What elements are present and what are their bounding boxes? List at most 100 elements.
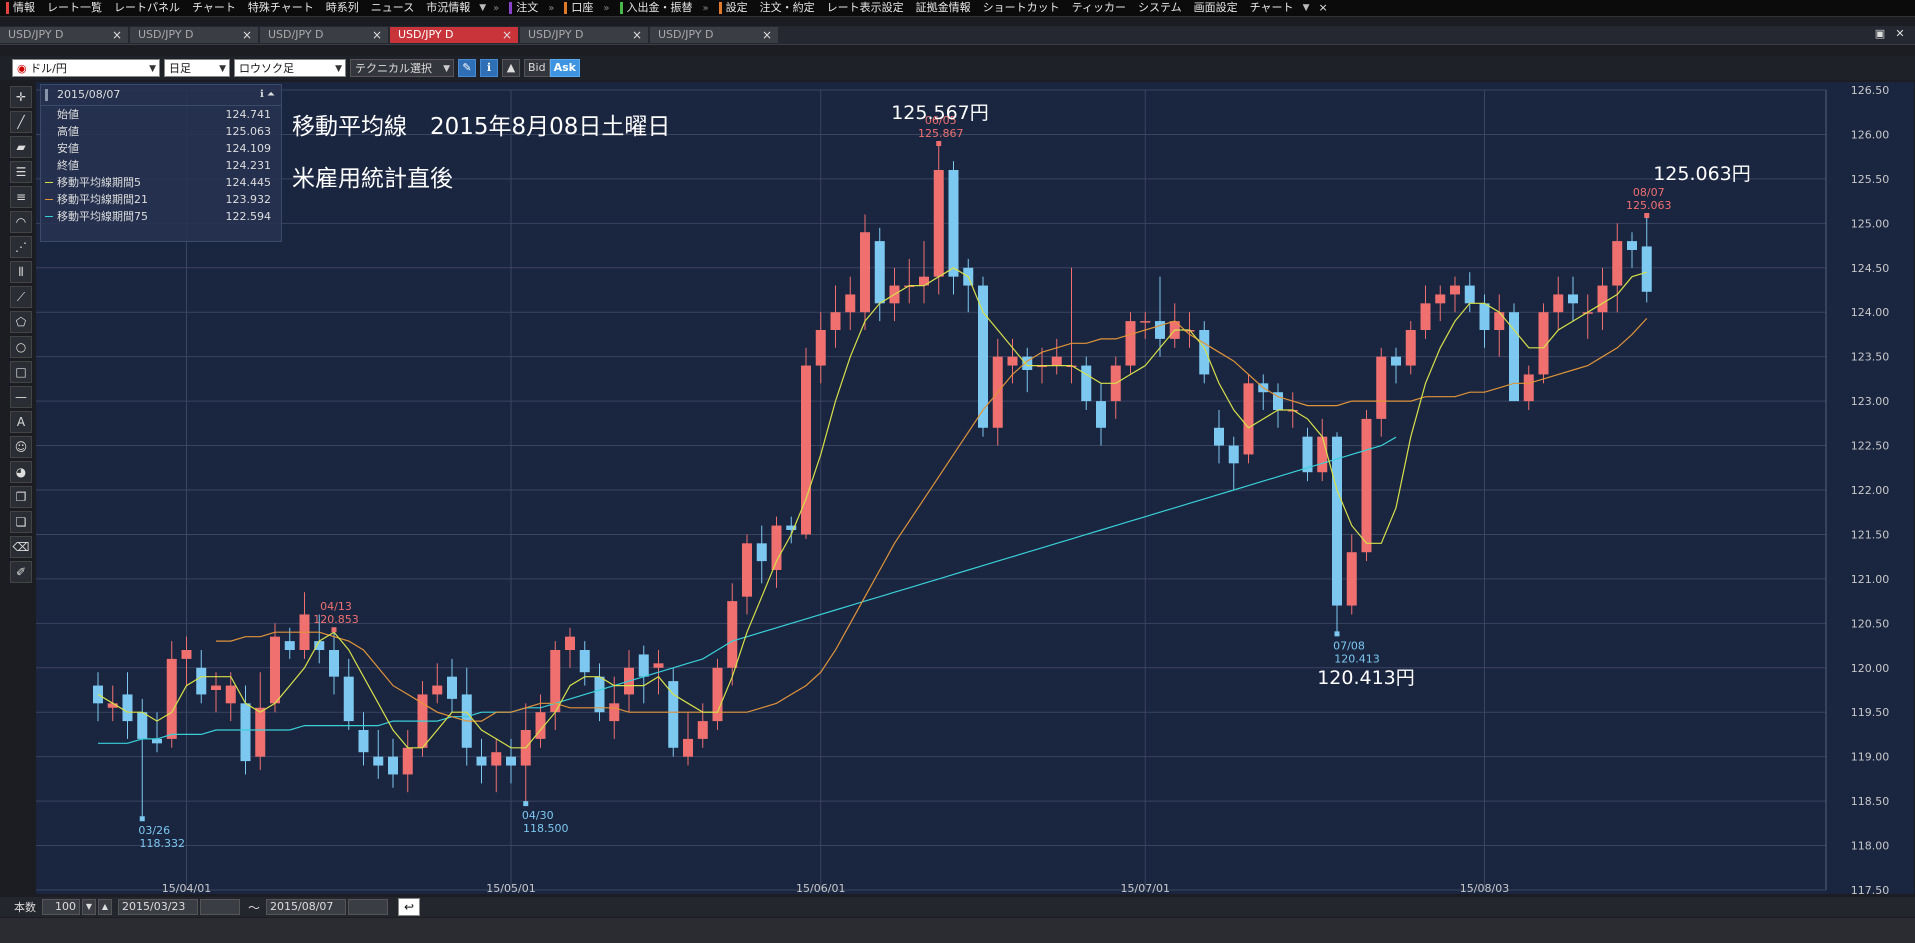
candle-body[interactable] [1051,356,1062,366]
candle-body[interactable] [786,525,797,530]
candle-body[interactable] [1287,410,1298,412]
info-icon[interactable]: ℹ [260,89,264,100]
candle-body[interactable] [343,676,354,722]
candle-body[interactable] [1612,241,1623,286]
menu-item[interactable]: レート一覧 [41,0,108,16]
overflow-icon[interactable]: » [493,2,500,14]
candle-body[interactable] [1464,285,1475,304]
overflow-icon[interactable]: » [603,2,610,14]
candle-body[interactable] [1361,418,1372,553]
candle-body[interactable] [594,676,605,713]
candle-body[interactable] [1199,330,1210,375]
info-panel-buttons[interactable]: ℹ ⏶ [260,85,275,105]
candle-body[interactable] [225,685,236,704]
menu-item[interactable]: システム [1132,0,1188,16]
from-time-input[interactable] [200,899,240,915]
layers-tool[interactable]: ❏ [10,511,32,533]
from-date-input[interactable]: 2015/03/23 [118,899,198,915]
menu-item[interactable]: 時系列 [320,0,365,16]
candle-body[interactable] [447,676,457,699]
candle-body[interactable] [948,170,959,277]
candle-body[interactable] [1376,356,1387,419]
apply-range-button[interactable]: ↩ [398,898,421,916]
candle-body[interactable] [432,685,443,695]
candle-body[interactable] [1022,356,1033,370]
menu-item[interactable]: 証拠金情報 [910,0,977,16]
emoji-tool[interactable]: ☺ [10,436,32,458]
overflow-icon[interactable]: » [702,2,709,14]
candle-body[interactable] [1450,285,1460,295]
pentagon-tool[interactable]: ⬠ [10,311,32,333]
candle-body[interactable] [978,285,988,428]
candle-body[interactable] [1391,356,1401,366]
menu-item[interactable]: ニュース [365,0,420,16]
bid-button[interactable]: Bid [524,59,550,77]
bar-count-input[interactable]: 100 [42,899,80,915]
increase-count-button[interactable]: ▲ [98,899,112,915]
crosshair-tool[interactable]: ✛ [10,86,32,108]
menu-item[interactable]: 入出金・振替 [614,0,699,16]
candle-body[interactable] [506,756,516,766]
candle-body[interactable] [1509,312,1519,402]
close-tab-icon[interactable]: × [631,28,642,42]
candle-body[interactable] [579,650,590,673]
candle-body[interactable] [181,650,192,659]
restore-icon[interactable]: ▣ [1874,27,1886,40]
close-tab-icon[interactable]: × [371,28,382,42]
candle-body[interactable] [1538,312,1549,375]
candle-body[interactable] [1007,356,1018,366]
candle-body[interactable] [1140,321,1151,323]
candle-body[interactable] [1435,294,1446,304]
candle-body[interactable] [1553,294,1564,313]
chart-tab[interactable]: USD/JPY D × [0,27,128,43]
close-icon[interactable]: ✕ [1895,27,1905,40]
draw-pen-button[interactable]: ✎ [458,59,476,77]
candle-body[interactable] [166,658,177,739]
candle-body[interactable] [358,730,369,753]
candle-body[interactable] [122,694,133,722]
candle-body[interactable] [638,654,649,677]
candle-body[interactable] [830,312,841,330]
candle-body[interactable] [314,641,325,650]
candle-body[interactable] [801,365,811,535]
candle-body[interactable] [491,752,502,766]
menu-close-button[interactable]: × [1318,1,1328,14]
candle-body[interactable] [1597,285,1608,313]
candle-body[interactable] [1214,427,1224,446]
collapse-icon[interactable]: ⏶ [267,89,275,100]
menu-item[interactable]: レートパネル [108,0,186,16]
chart-type-select[interactable]: ロウソク足 ▼ [234,59,346,77]
candle-body[interactable] [1479,303,1490,330]
candle-body[interactable] [1641,246,1652,292]
candle-body[interactable] [1405,330,1416,366]
candle-body[interactable] [1346,552,1357,606]
candle-body[interactable] [1420,303,1431,330]
candle-body[interactable] [1125,321,1136,366]
currency-pair-select[interactable]: ◉ ドル/円 ▼ [12,59,160,77]
menu-item[interactable]: ティッカー [1066,0,1132,16]
candle-body[interactable] [270,636,280,704]
candle-body[interactable] [196,667,207,695]
chevron-down-icon[interactable]: ▼ [1302,3,1310,13]
decrease-count-button[interactable]: ▼ [82,899,96,915]
candle-body[interactable] [1228,445,1239,464]
copy-tool[interactable]: ❐ [10,486,32,508]
candle-body[interactable] [1568,294,1578,304]
candle-body[interactable] [1302,436,1313,473]
chart-tab[interactable]: USD/JPY D × [520,27,648,43]
drag-handle-icon[interactable] [45,89,48,101]
menu-item[interactable]: ショートカット [977,0,1066,16]
menu-item[interactable]: 設定 [713,0,754,16]
candle-body[interactable] [860,232,870,313]
candle-body[interactable] [1096,401,1106,428]
candle-body[interactable] [1155,321,1165,339]
candle-body[interactable] [402,747,413,775]
candle-body[interactable] [653,663,664,668]
rectangle-tool[interactable]: □ [10,361,32,383]
candle-body[interactable] [771,525,782,570]
candle-body[interactable] [565,636,575,650]
circle-tool[interactable]: ○ [10,336,32,358]
candle-body[interactable] [1582,312,1593,314]
close-tab-icon[interactable]: × [761,28,772,42]
candle-body[interactable] [1081,365,1092,402]
